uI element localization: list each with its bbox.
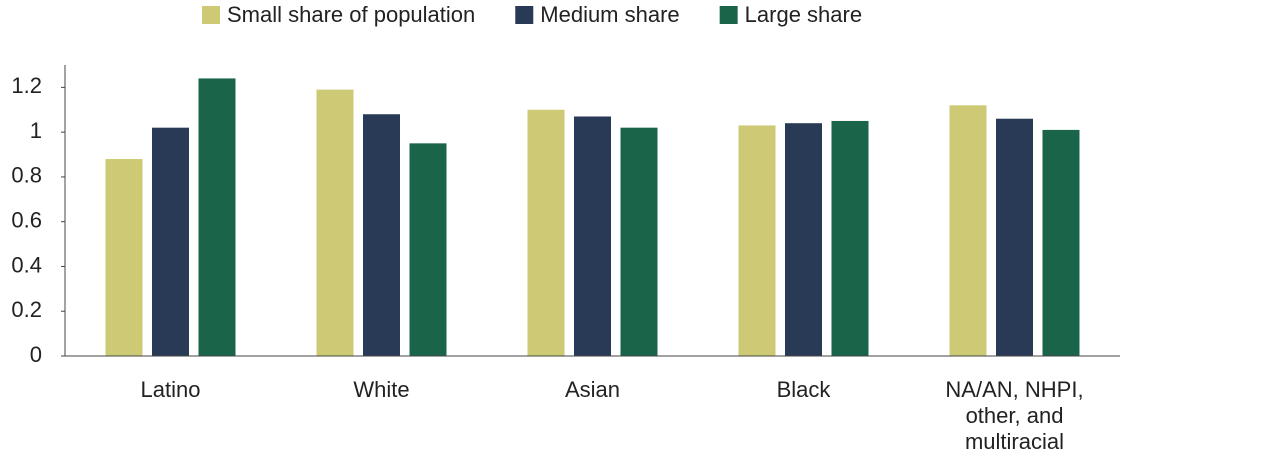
legend-label: Small share of population (227, 2, 475, 27)
bar (574, 116, 611, 356)
y-tick-label: 1 (30, 118, 42, 143)
y-tick-label: 1.2 (11, 73, 42, 98)
legend-swatch (719, 6, 738, 24)
bar (996, 118, 1033, 356)
x-tick-label: NA/AN, NHPI, other, and multiracial (945, 377, 1084, 454)
legend-swatch (515, 6, 534, 24)
bar (198, 78, 236, 356)
bar (409, 143, 447, 356)
legend-swatch (202, 6, 220, 24)
bar (620, 127, 658, 356)
y-tick-label: 0 (30, 342, 42, 367)
bar (949, 105, 987, 357)
bar (527, 109, 565, 357)
bar (831, 120, 869, 356)
bar (105, 159, 143, 356)
bar (1042, 129, 1080, 356)
bar (738, 125, 776, 356)
x-tick-label: Latino (140, 377, 201, 402)
x-tick-label: White (353, 377, 410, 402)
bar (363, 114, 400, 356)
x-tick-label: Black (776, 377, 831, 402)
y-tick-label: 0.6 (11, 208, 42, 233)
y-tick-label: 0.8 (11, 163, 42, 188)
y-tick-label: 0.2 (11, 297, 42, 322)
legend-label: Medium share (540, 2, 679, 27)
y-tick-label: 0.4 (11, 252, 42, 277)
bar (316, 89, 354, 356)
bar (785, 123, 822, 356)
x-tick-label: Asian (564, 377, 621, 402)
bar (152, 127, 189, 356)
legend-label: Large share (745, 2, 862, 27)
